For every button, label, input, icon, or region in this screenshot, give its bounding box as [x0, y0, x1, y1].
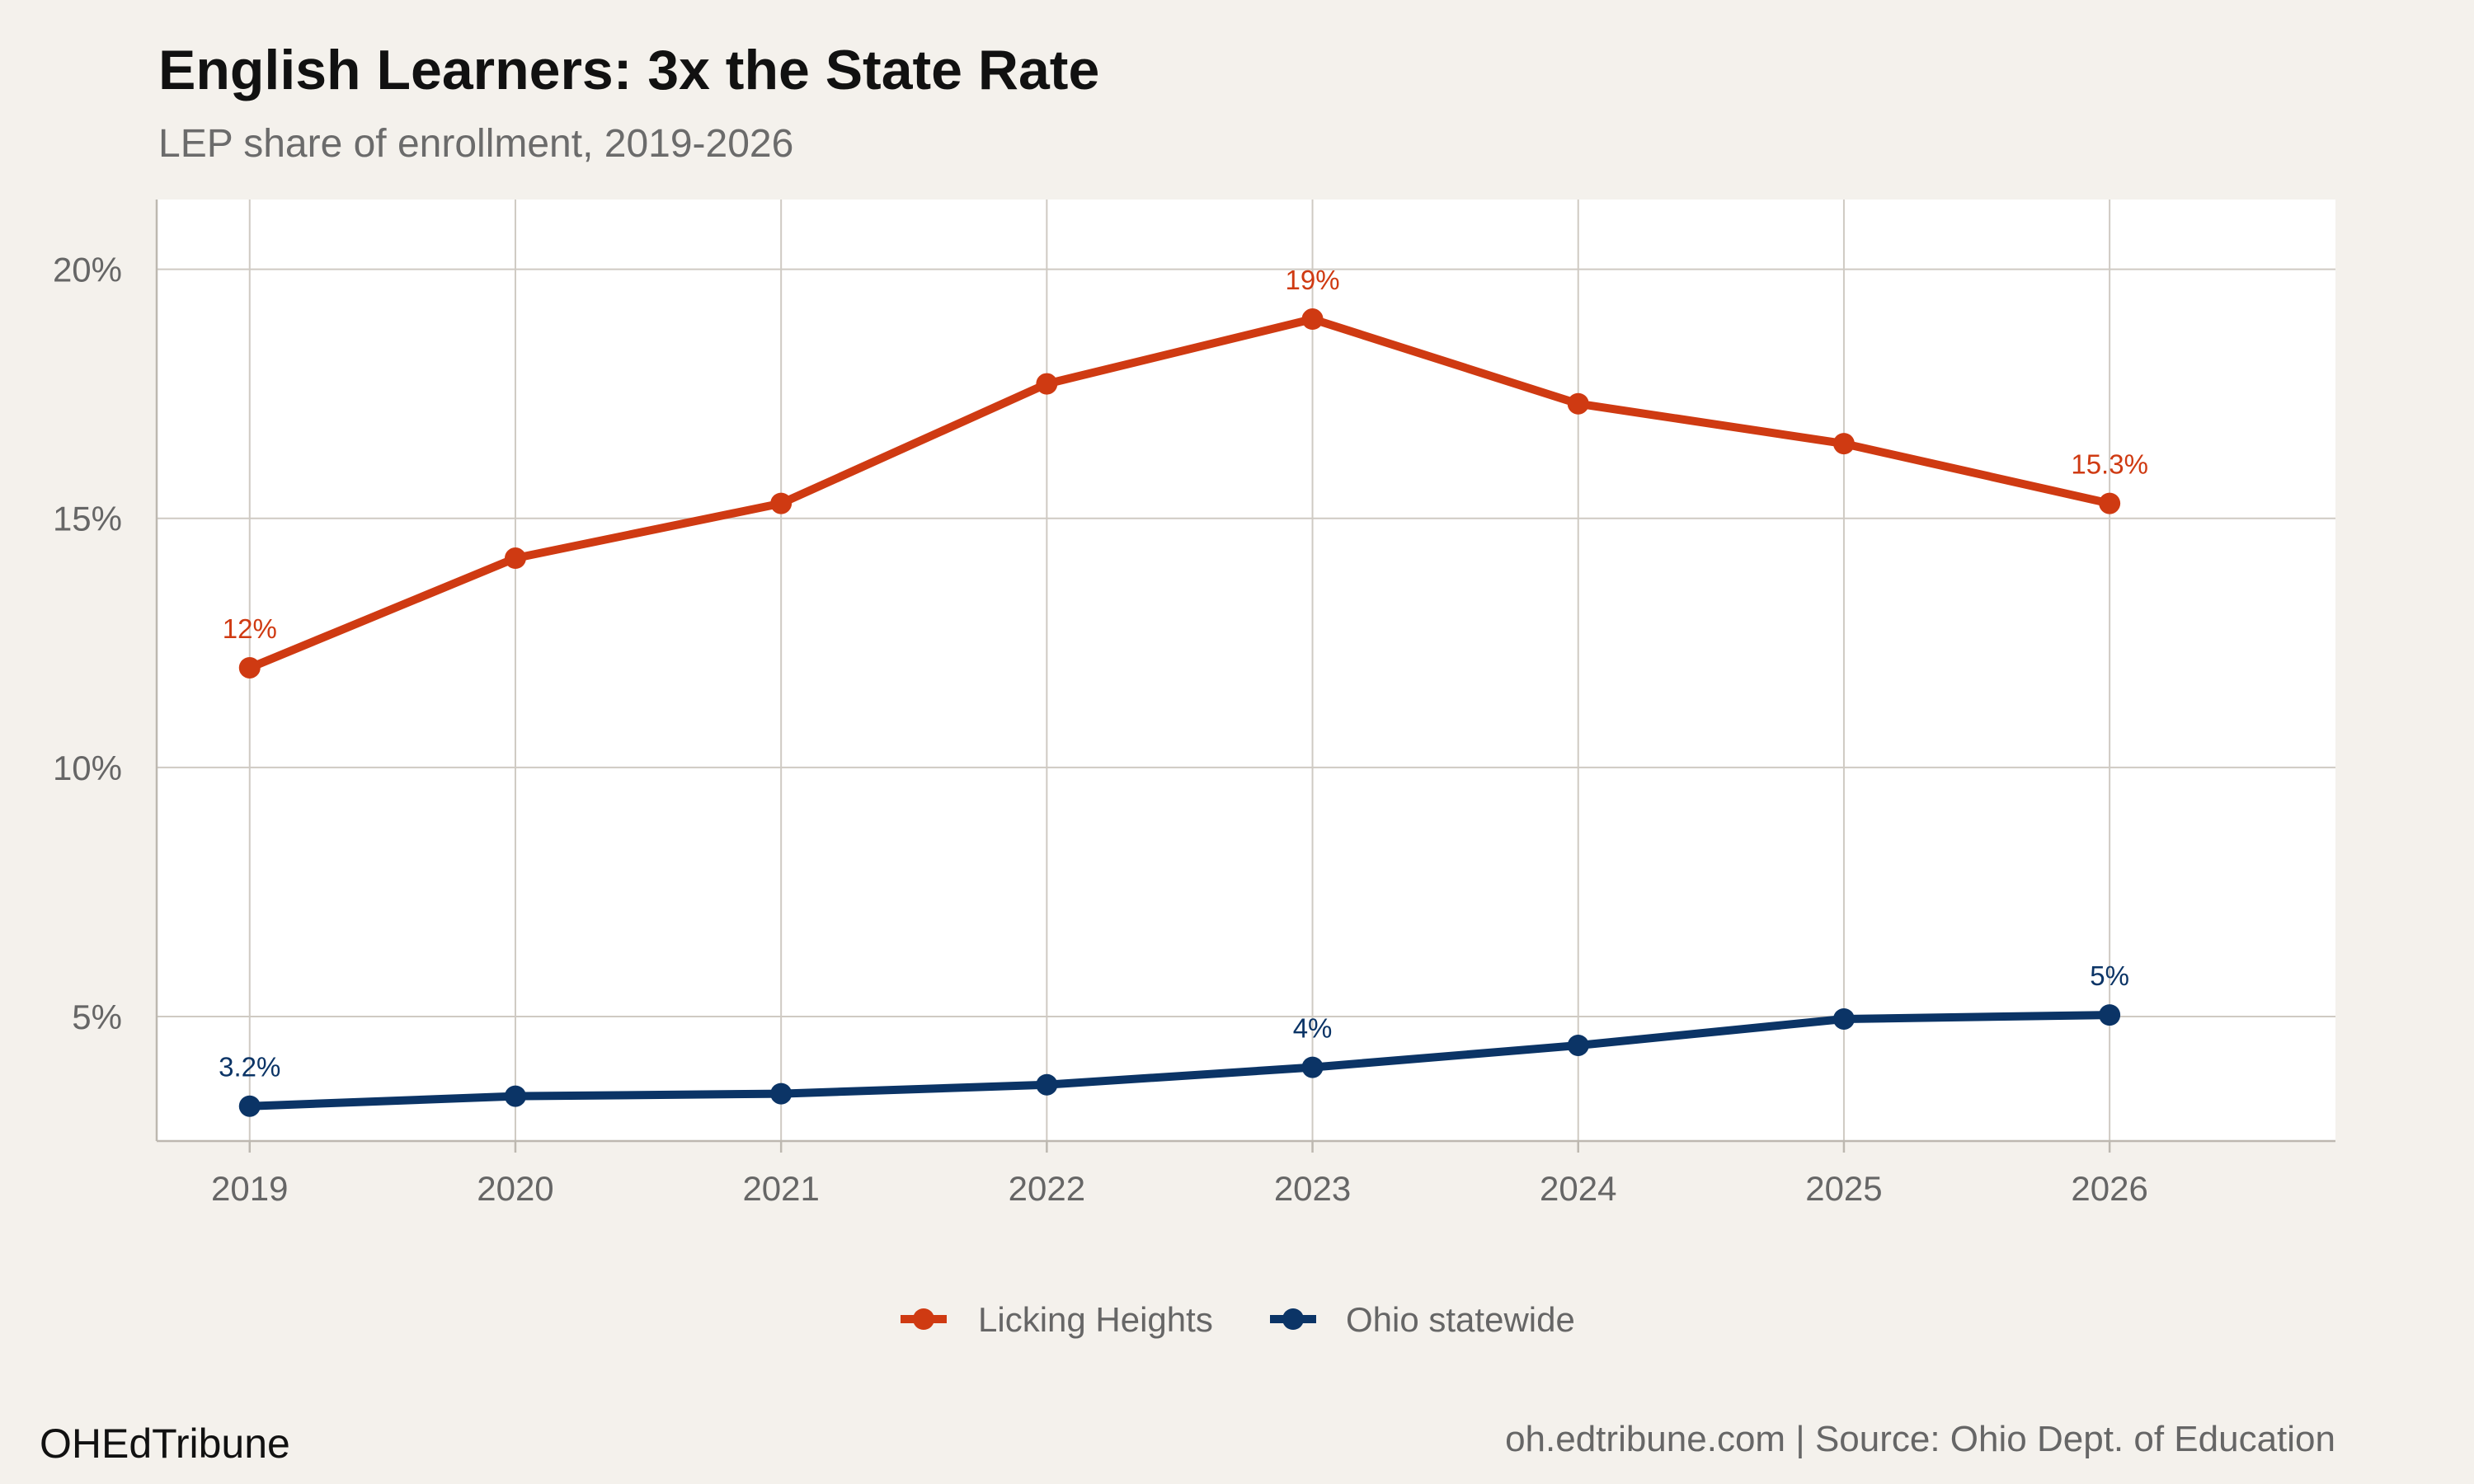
legend-label: Ohio statewide [1346, 1300, 1575, 1339]
y-tick-label: 20% [53, 251, 122, 289]
data-label-licking-heights: 12% [223, 613, 277, 644]
data-point-ohio-statewide [1567, 1034, 1589, 1056]
data-point-ohio-statewide [2099, 1004, 2121, 1026]
data-point-licking-heights [1567, 392, 1589, 415]
data-point-ohio-statewide [1832, 1007, 1855, 1030]
legend: Licking Heights Ohio statewide [901, 1300, 1575, 1339]
x-tick-label: 2026 [2071, 1169, 2147, 1208]
legend-swatch-marker [1282, 1308, 1304, 1330]
data-point-licking-heights [1301, 308, 1324, 331]
data-point-licking-heights [1832, 433, 1855, 455]
data-point-licking-heights [1036, 373, 1058, 395]
chart-subtitle: LEP share of enrollment, 2019-2026 [158, 122, 793, 166]
plot-area [157, 200, 2335, 1141]
data-point-licking-heights [504, 547, 526, 570]
data-point-ohio-statewide [504, 1085, 526, 1107]
data-label-layer: 12% 19% 15.3% 3.2% 4% 5% [219, 265, 2148, 1082]
legend-label: Licking Heights [978, 1300, 1213, 1339]
x-tick-label: 2024 [1540, 1169, 1616, 1208]
series-layer [238, 308, 2121, 1117]
axis-layer: 5% 10% 15% 20% 2019 2020 2021 2022 2023 2024 2025 2… [53, 200, 2335, 1208]
data-point-ohio-statewide [1301, 1056, 1324, 1078]
data-label-ohio-statewide: 5% [2090, 960, 2129, 991]
legend-item: Licking Heights [901, 1300, 1213, 1339]
series-line-licking-heights [245, 315, 2114, 672]
data-point-licking-heights [770, 492, 793, 514]
x-tick-label: 2019 [211, 1169, 288, 1208]
y-tick-label: 10% [53, 749, 122, 787]
data-label-ohio-statewide: 3.2% [219, 1052, 280, 1082]
y-tick-label: 5% [72, 998, 122, 1036]
data-point-ohio-statewide [1036, 1073, 1058, 1096]
data-point-licking-heights [2099, 492, 2121, 514]
data-point-ohio-statewide [238, 1095, 261, 1117]
brand-wordmark: OHEdTribune [40, 1421, 290, 1467]
series-line-ohio-statewide [245, 1011, 2114, 1111]
x-tick-label: 2025 [1805, 1169, 1882, 1208]
x-tick-label: 2021 [742, 1169, 819, 1208]
x-tick-label: 2023 [1274, 1169, 1351, 1208]
data-point-ohio-statewide [770, 1082, 793, 1105]
data-label-licking-heights: 15.3% [2071, 449, 2148, 480]
y-tick-label: 15% [53, 500, 122, 538]
data-point-licking-heights [238, 656, 261, 679]
legend-swatch-marker [913, 1308, 934, 1330]
x-tick-label: 2022 [1009, 1169, 1085, 1208]
x-tick-label: 2020 [477, 1169, 553, 1208]
data-label-licking-heights: 19% [1286, 265, 1340, 295]
data-label-ohio-statewide: 4% [1293, 1013, 1333, 1044]
chart-title: English Learners: 3x the State Rate [158, 39, 1099, 101]
legend-item: Ohio statewide [1270, 1300, 1575, 1339]
source-credit: oh.edtribune.com | Source: Ohio Dept. of… [1505, 1419, 2335, 1459]
